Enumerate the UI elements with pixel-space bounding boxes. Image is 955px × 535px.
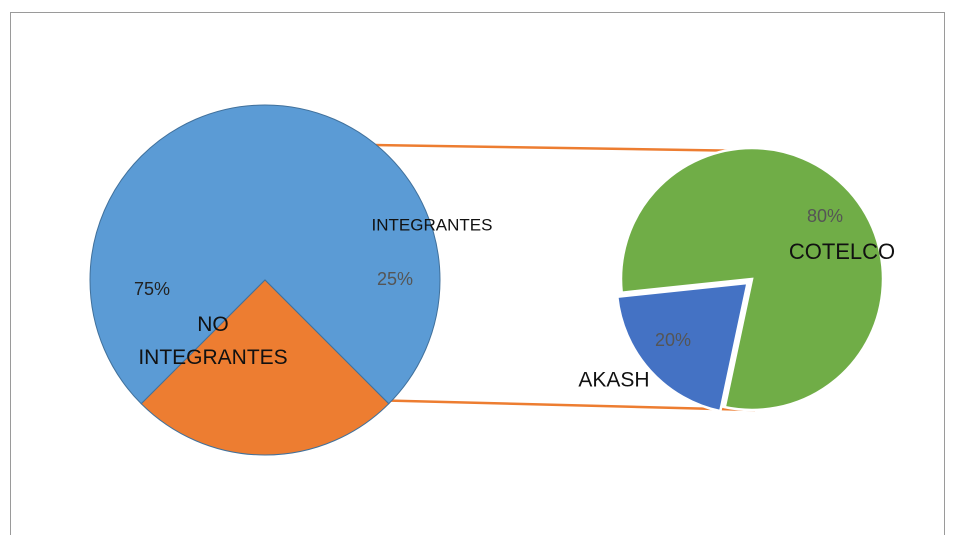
category-label: COTELCO bbox=[789, 239, 895, 264]
category-label: INTEGRANTES bbox=[372, 215, 493, 234]
category-label: NO INTEGRANTES bbox=[138, 313, 287, 369]
pie-slice bbox=[619, 146, 885, 412]
connector-line bbox=[367, 398, 756, 412]
category-label: AKASH bbox=[578, 369, 649, 392]
connector-line bbox=[374, 143, 753, 153]
pie-slice bbox=[615, 281, 750, 413]
value-label: 75% bbox=[134, 279, 170, 299]
pie-slice bbox=[89, 104, 441, 405]
value-label: 25% bbox=[377, 269, 413, 289]
value-label: 80% bbox=[807, 206, 843, 226]
pie-slice bbox=[140, 279, 390, 456]
value-label: 20% bbox=[655, 330, 691, 350]
